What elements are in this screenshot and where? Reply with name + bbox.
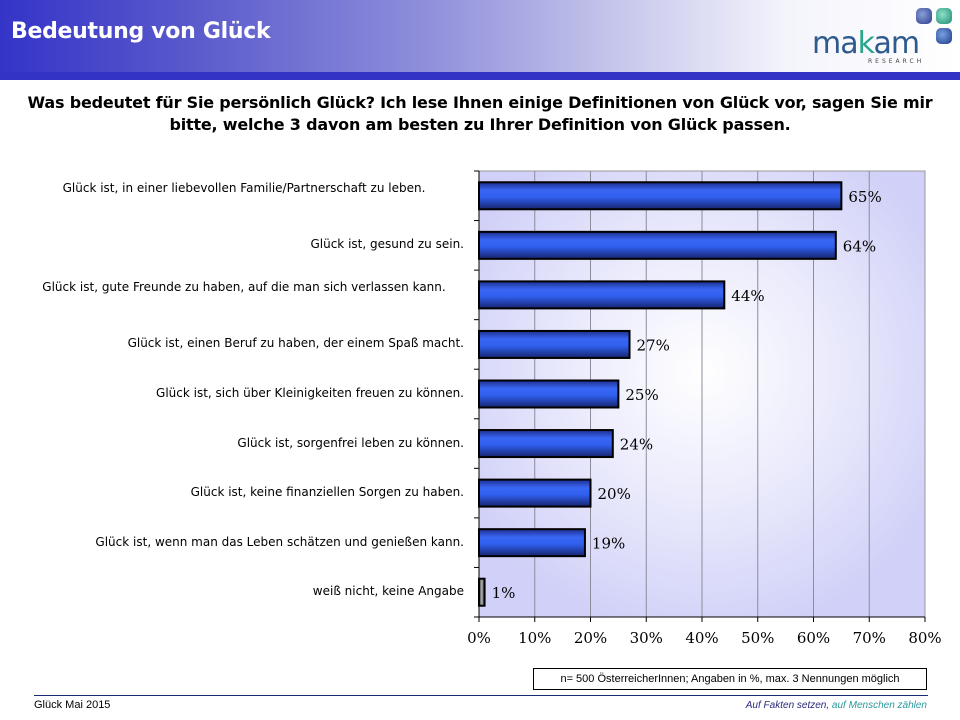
category-label: Glück ist, gesund zu sein. [310, 237, 464, 252]
footer-slogan: Auf Fakten setzen, auf Menschen zählen [745, 700, 927, 711]
header-banner [0, 0, 960, 72]
bar [478, 280, 726, 310]
page-title: Bedeutung von Glück [11, 19, 271, 44]
footer-study-label: Glück Mai 2015 [34, 699, 111, 711]
data-label: 65% [848, 188, 881, 206]
bar [478, 429, 614, 459]
x-tick-label: 30% [630, 629, 663, 647]
bar [478, 329, 631, 359]
category-label: Glück ist, gute Freunde zu haben, auf di… [42, 279, 446, 294]
x-tick-label: 40% [685, 629, 718, 647]
survey-question: Was bedeutet für Sie persönlich Glück? I… [27, 93, 933, 134]
data-label: 24% [620, 436, 653, 454]
x-tick-label: 0% [467, 629, 491, 647]
x-tick-label: 70% [853, 629, 886, 647]
footer-divider [34, 695, 928, 696]
data-label: 27% [637, 336, 670, 354]
data-label: 1% [492, 584, 516, 602]
bar [478, 528, 586, 558]
category-label: Glück ist, wenn man das Leben schätzen u… [95, 534, 464, 549]
category-label: Glück ist, sich über Kleinigkeiten freue… [156, 386, 464, 400]
x-tick-label: 80% [908, 629, 941, 647]
data-label: 19% [592, 535, 625, 553]
logo-subtitle: RESEARCH [868, 58, 925, 65]
x-tick-label: 50% [741, 629, 774, 647]
category-label: Glück ist, sorgenfrei leben zu können. [237, 435, 464, 450]
bar [478, 181, 843, 211]
makam-logo: makam RESEARCH [812, 6, 960, 68]
header-divider [0, 72, 960, 80]
data-label: 20% [598, 485, 631, 503]
category-label: weiß nicht, keine Angabe [312, 584, 464, 599]
data-label: 44% [731, 287, 764, 305]
category-label: Glück ist, keine finanziellen Sorgen zu … [190, 485, 464, 500]
logo-wordmark: makam [812, 26, 920, 61]
data-label: 64% [843, 237, 876, 255]
x-tick-label: 60% [797, 629, 830, 647]
category-label: Glück ist, einen Beruf zu haben, der ein… [127, 336, 464, 351]
data-label: 25% [625, 386, 658, 404]
logo-square-icon [916, 8, 932, 24]
x-tick-label: 10% [518, 629, 551, 647]
bar [478, 379, 620, 409]
x-tick-label: 20% [574, 629, 607, 647]
bar [478, 577, 486, 607]
bar [478, 230, 837, 260]
category-label: Glück ist, in einer liebevollen Familie/… [62, 180, 426, 195]
bar [478, 478, 592, 508]
logo-square-icon [936, 28, 952, 44]
sample-note: n= 500 ÖsterreicherInnen; Angaben in %, … [533, 668, 927, 690]
logo-square-icon [936, 8, 952, 24]
